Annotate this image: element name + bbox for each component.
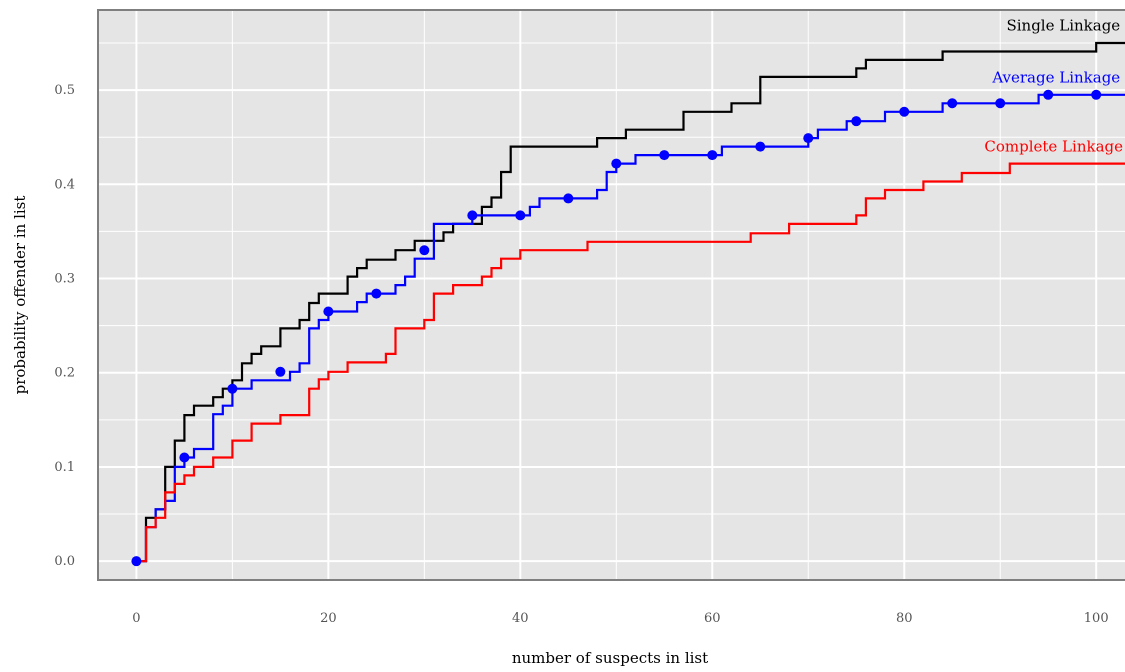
grid-lines: [98, 10, 1125, 580]
y-tick-label: 0.5: [54, 83, 75, 98]
x-tick-label: 100: [1084, 611, 1109, 626]
series-line-complete-linkage: [136, 162, 1125, 563]
average-linkage-marker: [467, 210, 478, 221]
series-label: Single Linkage: [1006, 17, 1120, 35]
tick-labels: 0 20 40 60 80 100 0.0 0.1 0.2 0.3 0.4 0.5: [54, 83, 1108, 626]
average-linkage-marker: [275, 366, 286, 377]
series-label: Average Linkage: [991, 69, 1120, 87]
plot-frame: [97, 9, 1125, 581]
average-linkage-marker: [803, 133, 814, 144]
average-linkage-marker: [323, 306, 334, 317]
x-tick-label: 0: [132, 611, 140, 626]
average-linkage-marker: [371, 288, 382, 299]
average-linkage-marker: [947, 98, 958, 109]
average-linkage-marker: [1043, 89, 1054, 100]
x-axis-title: number of suspects in list: [512, 649, 708, 667]
x-tick-label: 60: [704, 611, 721, 626]
average-linkage-marker: [131, 556, 142, 567]
y-tick-label: 0.3: [54, 272, 75, 287]
y-tick-label: 0.0: [54, 554, 75, 569]
series-label: Complete Linkage: [984, 137, 1123, 155]
average-linkage-marker: [707, 150, 718, 161]
average-linkage-marker: [227, 383, 238, 394]
y-tick-label: 0.1: [54, 460, 75, 475]
average-linkage-marker: [995, 98, 1006, 109]
average-linkage-marker: [1091, 89, 1102, 100]
average-linkage-marker: [659, 150, 670, 161]
y-tick-label: 0.2: [54, 366, 75, 381]
x-tick-label: 20: [320, 611, 337, 626]
average-linkage-marker: [611, 158, 622, 169]
series-line-single-linkage: [136, 41, 1125, 563]
y-axis-title: probability offender in list: [11, 196, 29, 395]
x-tick-label: 40: [512, 611, 529, 626]
average-linkage-marker: [419, 245, 430, 256]
x-tick-label: 80: [896, 611, 913, 626]
plot-panel: [98, 10, 1125, 580]
series-lines: [136, 41, 1125, 563]
average-linkage-marker: [515, 210, 526, 221]
series-labels: Single Linkage Average Linkage Complete Li…: [984, 17, 1123, 156]
average-linkage-marker: [179, 452, 190, 463]
average-linkage-marker: [755, 141, 766, 152]
average-linkage-marker: [899, 106, 910, 117]
y-tick-label: 0.4: [54, 177, 75, 192]
average-linkage-markers: [131, 89, 1102, 567]
average-linkage-marker: [851, 116, 862, 127]
average-linkage-marker: [563, 193, 574, 204]
panel-border: [97, 9, 1125, 581]
series-line-average-linkage: [136, 93, 1125, 563]
